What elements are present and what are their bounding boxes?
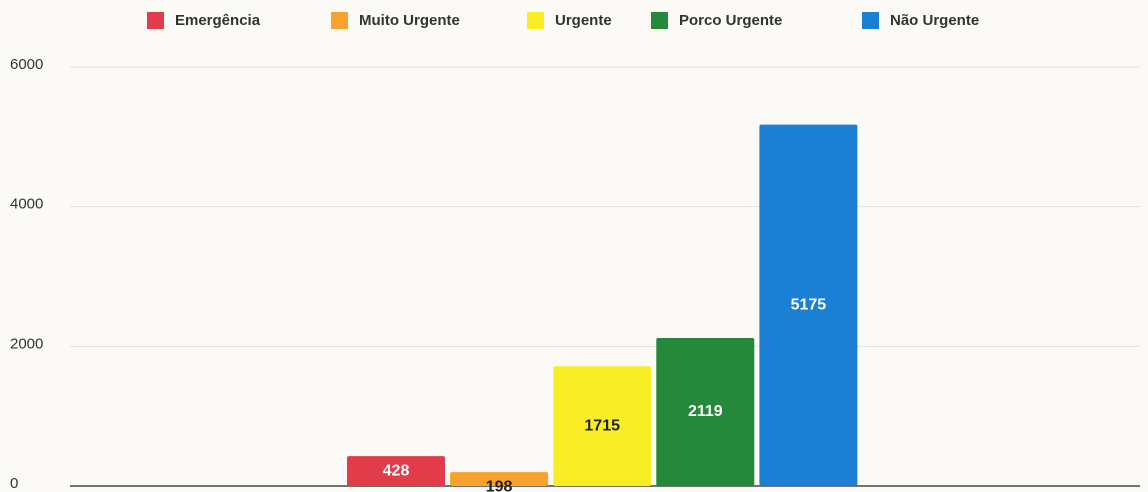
bar-value-label: 428 [383,462,410,479]
bar [450,472,549,486]
legend-label: Urgente [555,12,612,29]
legend-swatch [147,12,164,29]
bar [759,124,858,487]
legend-swatch [331,12,348,29]
legend-label: Emergência [175,12,261,29]
bar-value-label: 1715 [584,417,620,434]
legend-label: Não Urgente [890,12,979,29]
bar [347,456,445,486]
legend-label: Porco Urgente [679,12,782,29]
y-tick-label: 6000 [10,56,43,73]
bar-value-label: 2119 [688,403,723,420]
legend-swatch [862,12,879,29]
bar [553,366,652,486]
y-tick-label: 2000 [10,335,43,352]
y-tick-label: 4000 [10,196,43,213]
legend-swatch [527,12,544,29]
y-tick-label: 0 [10,475,18,492]
legend-swatch [651,12,668,29]
bar-value-label: 198 [486,478,513,492]
legend-label: Muito Urgente [359,12,460,29]
bar [656,338,755,486]
bar-value-label: 5175 [791,297,827,314]
